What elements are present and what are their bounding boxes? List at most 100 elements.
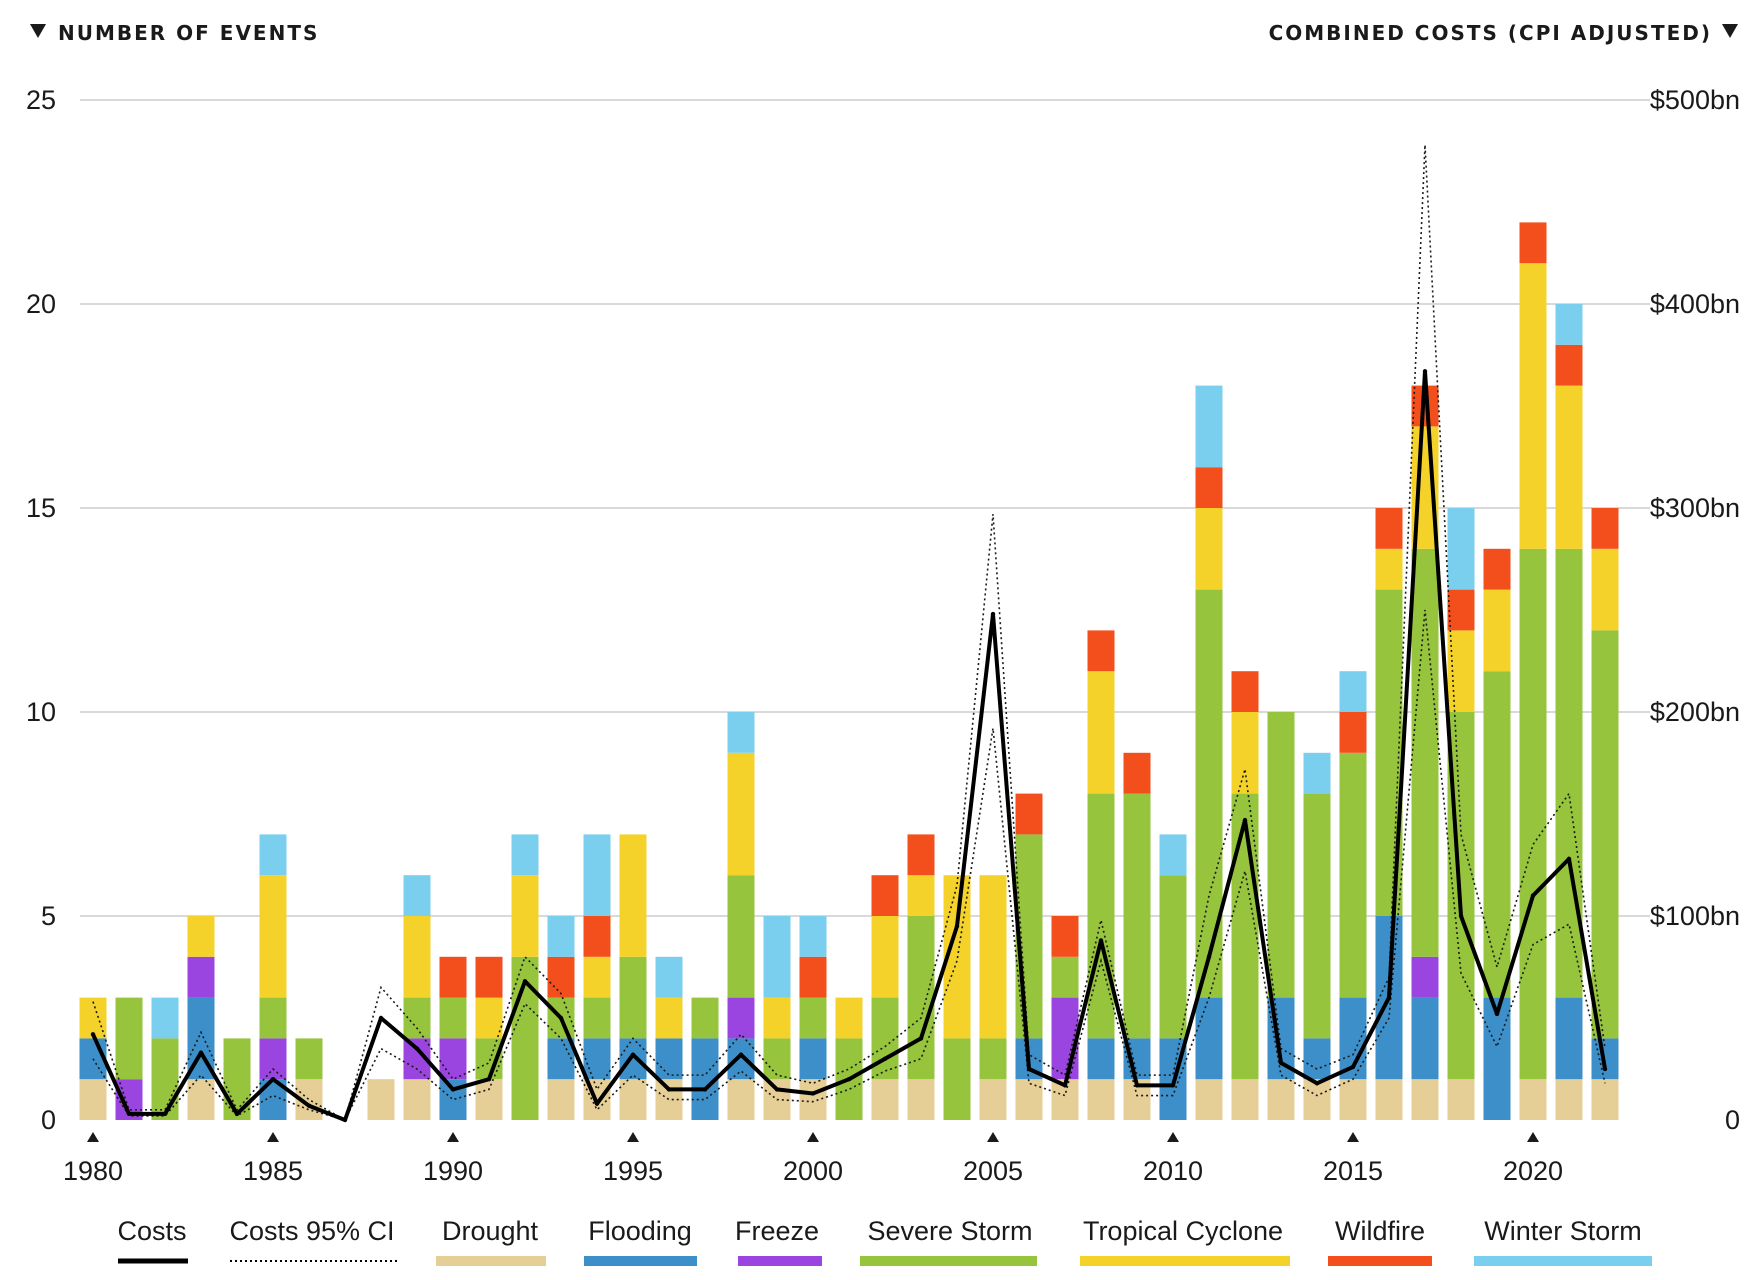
bar-segment-flooding [1195,997,1223,1080]
costs-point [486,1077,492,1082]
costs-point [306,1103,312,1108]
bar-segment-drought [1231,1079,1259,1120]
bar-segment-flooding [655,1038,683,1080]
bar-segment-winter-storm [1555,304,1583,345]
bar-segment-wildfire [871,875,899,916]
legend-swatch [738,1256,822,1266]
costs-point [90,1032,96,1037]
bar-segment-wildfire [439,956,467,998]
bar-segment-severe-storm [1195,589,1223,998]
costs-point [738,1052,744,1057]
left-axis-ticks: 0 5 10 15 20 25 [26,85,56,1135]
bar-segment-drought [1591,1079,1619,1120]
costs-point [990,611,996,617]
bar-segment-severe-storm [1591,630,1619,1039]
x-tick-label: 2000 [783,1156,843,1186]
bar-segment-winter-storm [1339,671,1367,712]
bar-segment-drought [1375,1079,1403,1120]
bar-segment-freeze [1411,956,1439,998]
bar-segment-drought [1519,1079,1547,1120]
bar-segment-drought [475,1079,503,1120]
bar-segment-winter-storm [259,834,287,876]
triangle-up-icon [87,1132,99,1142]
legend-item: Freeze [735,1216,822,1266]
legend-label: Drought [442,1216,539,1246]
bar-segment-severe-storm [1159,875,1187,1039]
bar-segment-winter-storm [763,916,791,998]
bar-segment-severe-storm [799,997,827,1039]
bars [79,222,1619,1120]
bar-segment-drought [547,1079,575,1120]
costs-point [918,1036,924,1041]
costs-point [270,1077,276,1082]
bar-segment-drought [79,1079,107,1120]
bar-segment-tropical-cyclone [1087,671,1115,794]
costs-point [1602,1066,1608,1072]
legend-label: Freeze [735,1216,819,1246]
bar-segment-wildfire [1483,548,1511,590]
costs-point [162,1111,168,1117]
legend-label: Severe Storm [867,1216,1032,1246]
bar-segment-severe-storm [583,997,611,1039]
left-tick-label: 20 [26,289,56,319]
bar-segment-severe-storm [1267,712,1295,998]
triangle-down-icon [1722,24,1738,38]
costs-point [1530,893,1536,898]
bar-segment-severe-storm [871,997,899,1080]
bar-segment-flooding [1555,997,1583,1080]
right-tick-label: $200bn [1650,697,1740,727]
costs-point [1206,954,1212,959]
costs-point [1314,1081,1320,1086]
bar-segment-tropical-cyclone [259,875,287,998]
bar-segment-severe-storm [907,916,935,1080]
bar-segment-severe-storm [151,1038,179,1120]
bar-segment-tropical-cyclone [655,997,683,1039]
bar-segment-severe-storm [691,997,719,1039]
costs-point [810,1091,816,1096]
left-axis-header: NUMBER OF EVENTS [30,21,317,45]
triangle-up-icon [807,1132,819,1142]
bar-segment-tropical-cyclone [1555,385,1583,549]
bar-segment-flooding [799,1038,827,1080]
bar-segment-drought [187,1079,215,1120]
costs-point [1170,1083,1176,1088]
x-axis-ticks: 1980 1985 1990 1995 2000 2005 2010 2015 2020 [63,1132,1563,1186]
bar-segment-flooding [1303,1038,1331,1080]
bar-segment-severe-storm [223,1038,251,1120]
bar-segment-wildfire [1555,344,1583,386]
right-tick-label: $500bn [1650,85,1740,115]
bar-segment-tropical-cyclone [979,875,1007,1039]
legend-item: Winter Storm [1474,1216,1652,1266]
bar-segment-severe-storm [115,997,143,1080]
legend-swatch [584,1256,697,1266]
bar-segment-freeze [259,1038,287,1080]
bar-segment-wildfire [1087,630,1115,672]
legend-swatch [1328,1256,1432,1266]
bar-segment-freeze [439,1038,467,1080]
x-tick-label: 2005 [963,1156,1023,1186]
bar-segment-severe-storm [1339,752,1367,998]
bar-segment-flooding [619,1038,647,1080]
bar-segment-severe-storm [295,1038,323,1080]
bar-segment-winter-storm [1447,508,1475,590]
legend-item: Tropical Cyclone [1080,1216,1290,1266]
bar-segment-wildfire [907,834,935,876]
costs-point [846,1077,852,1082]
bar-segment-wildfire [1375,508,1403,549]
bar-segment-flooding [1087,1038,1115,1080]
costs-point [198,1050,204,1055]
bar-segment-wildfire [547,956,575,998]
bar-segment-drought [1555,1079,1583,1120]
costs-point [450,1087,456,1092]
bar-segment-severe-storm [259,997,287,1039]
legend-label: Winter Storm [1484,1216,1642,1246]
costs-point [1242,817,1248,823]
bar-segment-severe-storm [1087,793,1115,1039]
bar-segment-winter-storm [511,834,539,876]
bar-segment-drought [1447,1079,1475,1120]
x-tick-label: 2020 [1503,1156,1563,1186]
costs-point [414,1046,420,1051]
bar-segment-drought [1195,1079,1223,1120]
bar-segment-wildfire [1339,712,1367,753]
